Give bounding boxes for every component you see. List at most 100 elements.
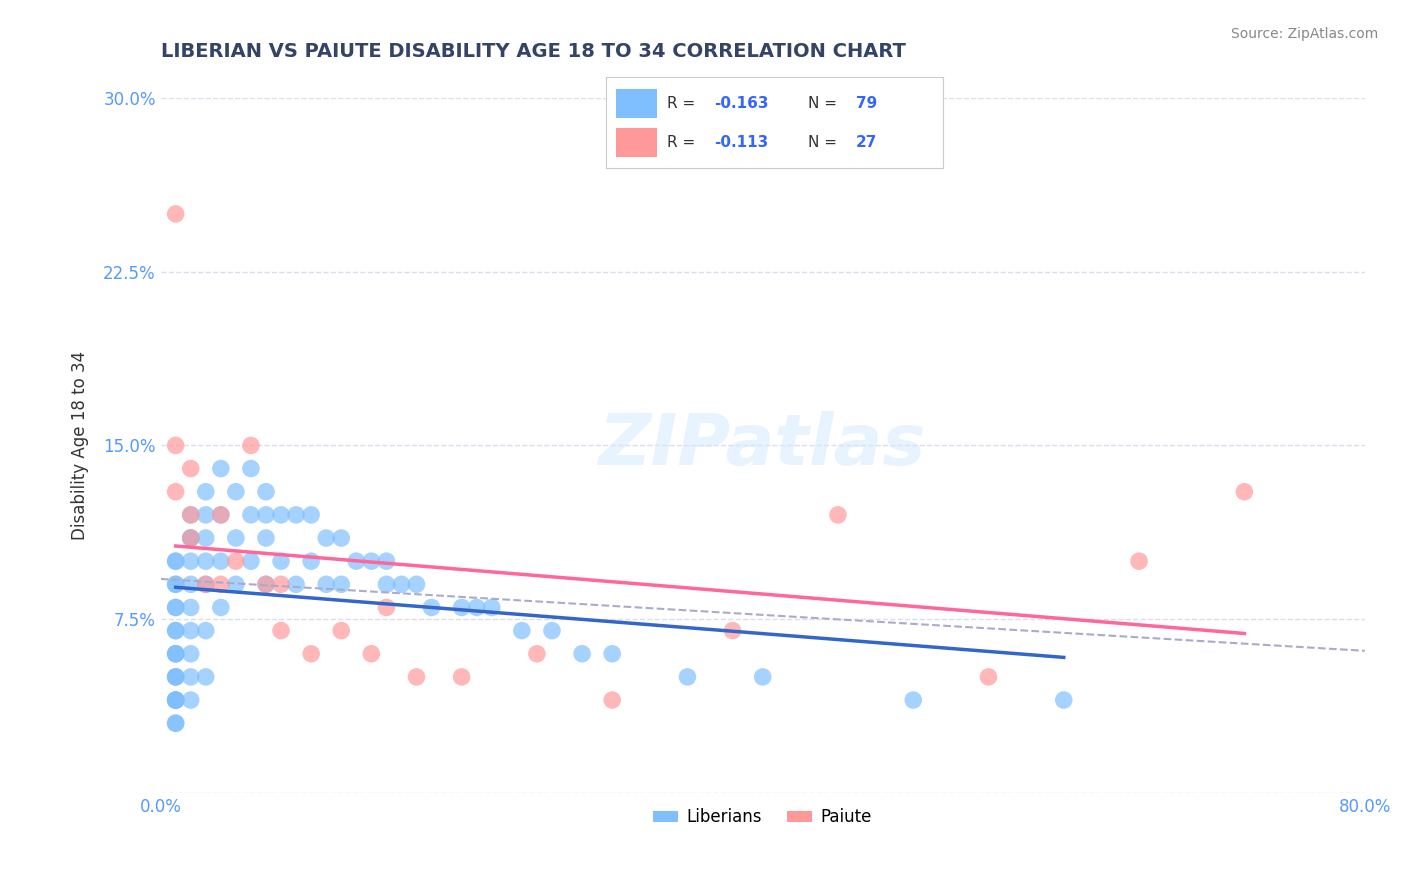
- Paiute: [180, 531, 202, 545]
- Liberians: [194, 484, 217, 499]
- Liberians: [299, 554, 322, 568]
- Liberians: [450, 600, 472, 615]
- Paiute: [721, 624, 744, 638]
- Liberians: [465, 600, 488, 615]
- Liberians: [225, 577, 247, 591]
- Liberians: [165, 716, 187, 731]
- Liberians: [165, 624, 187, 638]
- Paiute: [180, 461, 202, 475]
- Liberians: [254, 508, 277, 522]
- Liberians: [330, 531, 353, 545]
- Liberians: [194, 508, 217, 522]
- Liberians: [510, 624, 533, 638]
- Paiute: [165, 207, 187, 221]
- Liberians: [209, 554, 232, 568]
- Liberians: [180, 508, 202, 522]
- Liberians: [270, 554, 292, 568]
- Liberians: [194, 624, 217, 638]
- Paiute: [600, 693, 623, 707]
- Paiute: [225, 554, 247, 568]
- Liberians: [209, 508, 232, 522]
- Liberians: [225, 484, 247, 499]
- Liberians: [225, 531, 247, 545]
- Liberians: [903, 693, 925, 707]
- Legend: Liberians, Paiute: Liberians, Paiute: [647, 802, 879, 833]
- Liberians: [541, 624, 564, 638]
- Liberians: [180, 670, 202, 684]
- Liberians: [180, 647, 202, 661]
- Liberians: [165, 670, 187, 684]
- Liberians: [571, 647, 593, 661]
- Paiute: [239, 438, 262, 452]
- Liberians: [285, 577, 308, 591]
- Liberians: [239, 508, 262, 522]
- Liberians: [375, 577, 398, 591]
- Liberians: [270, 508, 292, 522]
- Liberians: [165, 670, 187, 684]
- Paiute: [270, 624, 292, 638]
- Liberians: [180, 577, 202, 591]
- Liberians: [676, 670, 699, 684]
- Paiute: [165, 438, 187, 452]
- Paiute: [330, 624, 353, 638]
- Text: Source: ZipAtlas.com: Source: ZipAtlas.com: [1230, 27, 1378, 41]
- Liberians: [180, 600, 202, 615]
- Liberians: [285, 508, 308, 522]
- Paiute: [209, 577, 232, 591]
- Liberians: [165, 670, 187, 684]
- Paiute: [375, 600, 398, 615]
- Liberians: [239, 554, 262, 568]
- Liberians: [360, 554, 382, 568]
- Paiute: [209, 508, 232, 522]
- Paiute: [254, 577, 277, 591]
- Paiute: [977, 670, 1000, 684]
- Liberians: [165, 577, 187, 591]
- Paiute: [405, 670, 427, 684]
- Liberians: [165, 693, 187, 707]
- Paiute: [1233, 484, 1256, 499]
- Liberians: [165, 554, 187, 568]
- Paiute: [1128, 554, 1150, 568]
- Liberians: [1053, 693, 1076, 707]
- Liberians: [315, 577, 337, 591]
- Liberians: [209, 461, 232, 475]
- Liberians: [165, 624, 187, 638]
- Liberians: [180, 531, 202, 545]
- Paiute: [827, 508, 849, 522]
- Liberians: [165, 693, 187, 707]
- Liberians: [375, 554, 398, 568]
- Liberians: [405, 577, 427, 591]
- Liberians: [180, 624, 202, 638]
- Liberians: [344, 554, 367, 568]
- Liberians: [315, 531, 337, 545]
- Liberians: [194, 670, 217, 684]
- Liberians: [209, 600, 232, 615]
- Liberians: [239, 461, 262, 475]
- Paiute: [526, 647, 548, 661]
- Liberians: [165, 647, 187, 661]
- Liberians: [299, 508, 322, 522]
- Paiute: [450, 670, 472, 684]
- Liberians: [165, 600, 187, 615]
- Liberians: [254, 577, 277, 591]
- Liberians: [254, 531, 277, 545]
- Liberians: [180, 693, 202, 707]
- Liberians: [194, 531, 217, 545]
- Paiute: [194, 577, 217, 591]
- Liberians: [751, 670, 773, 684]
- Liberians: [165, 554, 187, 568]
- Liberians: [600, 647, 623, 661]
- Liberians: [391, 577, 413, 591]
- Liberians: [165, 577, 187, 591]
- Liberians: [180, 554, 202, 568]
- Liberians: [165, 647, 187, 661]
- Liberians: [165, 716, 187, 731]
- Paiute: [299, 647, 322, 661]
- Text: ZIPatlas: ZIPatlas: [599, 411, 927, 480]
- Liberians: [194, 554, 217, 568]
- Paiute: [165, 484, 187, 499]
- Paiute: [360, 647, 382, 661]
- Y-axis label: Disability Age 18 to 34: Disability Age 18 to 34: [72, 351, 89, 540]
- Paiute: [180, 508, 202, 522]
- Liberians: [254, 484, 277, 499]
